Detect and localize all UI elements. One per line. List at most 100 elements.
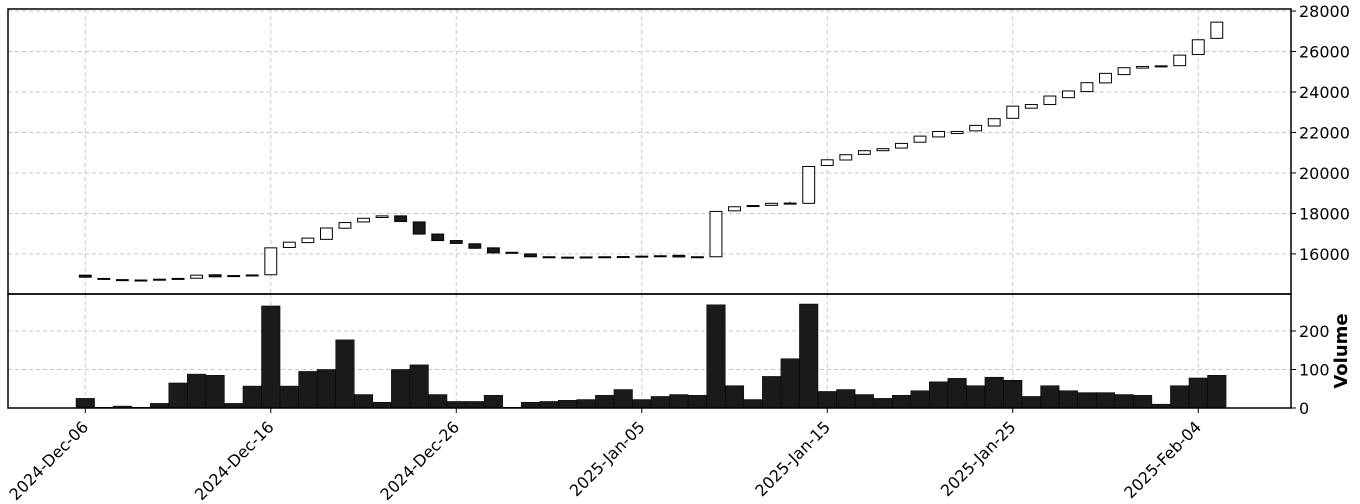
y-tick-label: 0 [1299,399,1309,418]
candle-body [1099,72,1112,84]
volume-bar [558,400,578,409]
candle-body [338,222,352,229]
volume-bar [891,395,911,409]
candle-body [357,217,370,223]
volume-bar [205,375,225,409]
x-tick-label: 2025-Jan-05 [566,417,649,500]
volume-bar [1040,385,1060,409]
y-tick-label: 24000 [1299,83,1350,102]
candle-body [820,159,834,166]
candle-body [932,130,945,138]
volume-bar [687,395,707,409]
volume-bar [743,399,763,409]
candle-body [542,256,556,259]
candle-body [375,215,389,218]
candle-body [78,274,92,278]
candle-body [412,221,426,235]
volume-bar [613,389,633,409]
volume-bar [595,395,615,409]
volume-bar [836,389,856,409]
candle-body [1136,65,1150,69]
candle-body [505,251,519,254]
candle-body [876,148,890,152]
candle-body [468,243,482,249]
volume-bar [1021,396,1041,409]
candle-body [264,247,278,276]
candle-body [208,274,222,278]
candle-body [1006,105,1020,119]
candle-body [561,256,575,259]
candle-body [245,274,259,277]
volume-bar [966,385,986,409]
candle-body [115,279,129,282]
volume-bar [1207,375,1227,409]
volume-bar [984,376,1004,409]
volume-bar [520,401,540,409]
candle-body [969,124,983,132]
volume-bar [780,358,800,409]
candle-body [190,274,204,279]
candle-body [227,275,241,278]
candle-body [783,202,797,205]
volume-bar [873,398,893,409]
volume-bar [929,381,949,409]
candle-body [394,215,408,223]
candle-body [690,256,704,259]
volume-bar [947,378,967,409]
candle-body [765,202,779,206]
candle-body [301,237,315,244]
volume-bar [1188,377,1208,409]
y-tick-label: 100 [1299,360,1330,379]
candle-body [1043,95,1057,106]
volume-bar [279,385,299,409]
volume-bar [669,394,689,409]
y-tick-label: 200 [1299,322,1330,341]
volume-bar [187,373,207,409]
candle-body [653,255,667,258]
volume-bar [261,305,281,409]
candle-body [728,206,741,212]
volume-bar [354,394,374,409]
x-tick-label: 2025-Feb-04 [1120,417,1205,502]
volume-bar [1170,385,1190,409]
candle-body [635,255,649,258]
candle-body [1173,54,1187,67]
candle-body [319,227,333,240]
volume-bar [706,304,726,409]
volume-bar [75,398,95,409]
candle-body [171,277,185,280]
candle-body [1154,65,1168,68]
volume-bar [1003,380,1023,409]
candle-body [1024,104,1038,109]
volume-bar [576,399,596,409]
candle-body [1061,90,1075,99]
candle-body [431,233,445,242]
candle-body [616,256,630,259]
candle-body [913,135,927,143]
candle-body [579,256,593,259]
y-tick-label: 22000 [1299,123,1350,142]
x-tick-label: 2025-Jan-25 [937,417,1020,500]
candle-body [153,278,166,281]
x-tick-label: 2025-Jan-15 [751,417,834,500]
y-tick-label: 28000 [1299,2,1350,21]
volume-bar [372,401,392,409]
volume-bar [428,394,448,409]
volume-bar [910,390,930,409]
candle-body [1080,82,1094,93]
candle-body [746,205,760,208]
x-tick-label: 2024-Dec-26 [376,417,463,504]
volume-bar [391,369,411,409]
volume-bar [446,401,466,409]
volume-bar [1077,392,1097,409]
candle-body [802,165,816,204]
volume-bar [650,396,670,409]
volume-bar [1095,392,1116,409]
y-tick-label: 18000 [1299,204,1350,223]
volume-bar [817,391,837,409]
volume-bar [632,399,652,409]
volume-bar [409,364,429,409]
candle-body [1117,67,1131,76]
candle-body [1191,39,1205,56]
